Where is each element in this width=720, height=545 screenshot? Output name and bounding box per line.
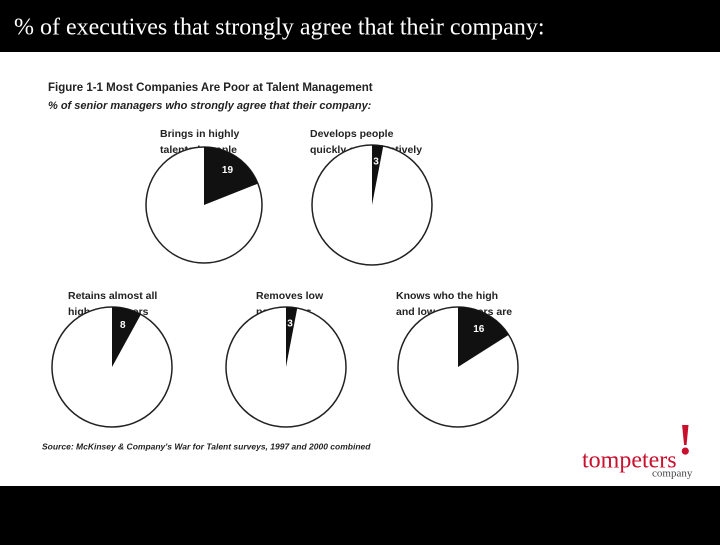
- slice-label: 8: [120, 320, 126, 331]
- pie-title: Develops people: [310, 128, 394, 140]
- logo-sub: company: [652, 468, 693, 480]
- slice-label: 3: [373, 157, 379, 168]
- slice-label: 3: [287, 319, 293, 330]
- pie-title: Removes low: [256, 290, 324, 302]
- figure-source: Source: McKinsey & Company's War for Tal…: [42, 441, 371, 451]
- pie-title: Knows who the high: [396, 290, 498, 302]
- figure-subtitle: % of senior managers who strongly agree …: [48, 100, 372, 112]
- figure-title: Figure 1-1 Most Companies Are Poor at Ta…: [48, 82, 373, 94]
- logo-name: tompeters: [582, 448, 677, 474]
- pie-slice: [112, 307, 141, 367]
- pie-slice: [286, 307, 298, 367]
- logo-mark: !: [678, 415, 693, 464]
- slide-title: % of executives that strongly agree that…: [14, 15, 544, 41]
- pie-slice: [372, 145, 384, 205]
- pie-title: Brings in highly: [160, 128, 239, 140]
- slice-label: 16: [473, 324, 485, 335]
- pie-slice: [458, 307, 509, 367]
- pie-title: Retains almost all: [68, 290, 157, 302]
- slice-label: 19: [222, 165, 234, 176]
- pie-slice: [204, 147, 258, 205]
